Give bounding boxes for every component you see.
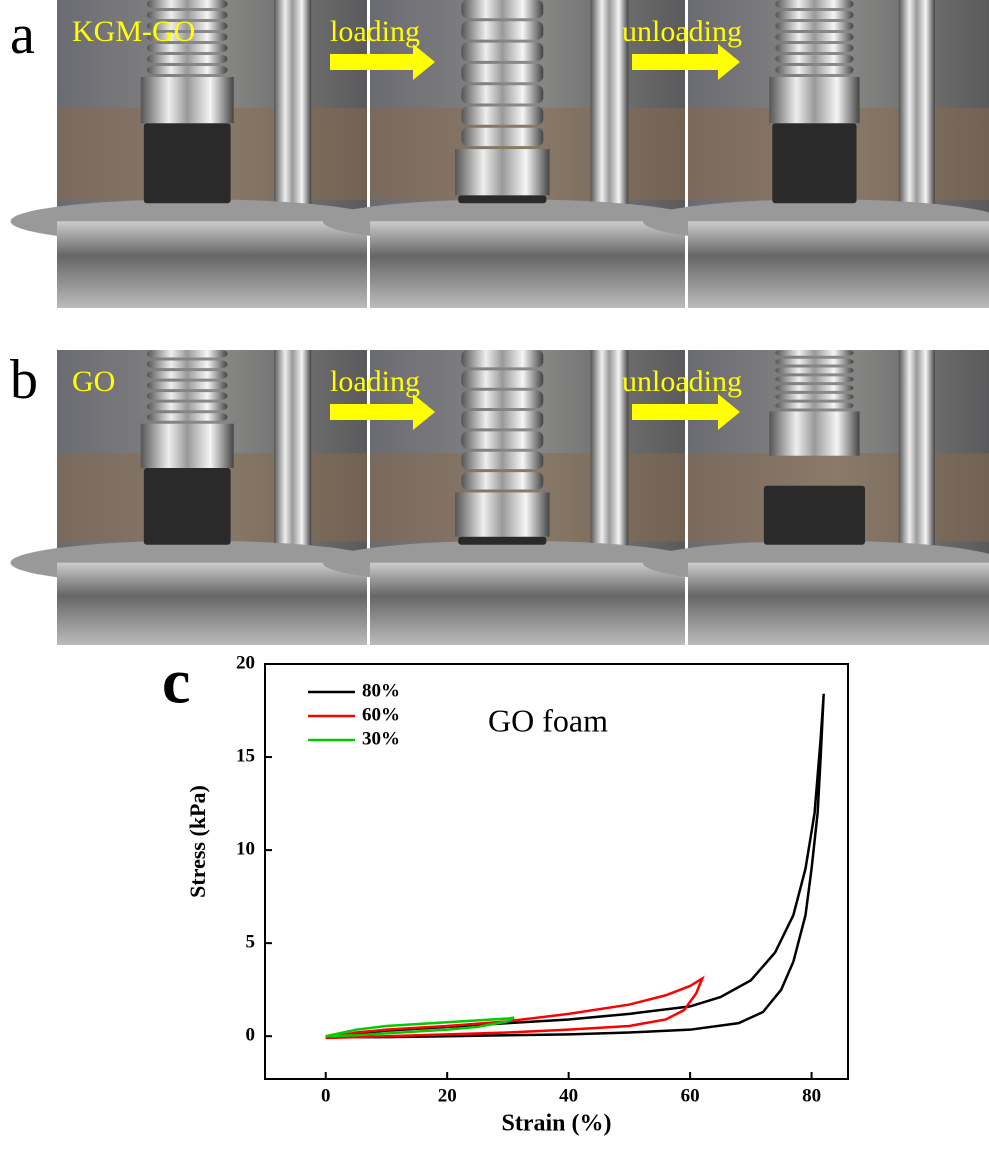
base (57, 221, 367, 308)
photo-label: GO (72, 365, 115, 398)
base (688, 563, 989, 645)
photo-label: loading (330, 365, 420, 398)
spring-ring (461, 452, 543, 469)
sample (458, 537, 546, 545)
spring-ring (775, 394, 853, 400)
spring-ring (147, 55, 228, 63)
spring-ring (461, 64, 543, 82)
spring-ring (147, 403, 228, 411)
photos: KGM-GO loading unloading GO loading unloading (11, 0, 989, 645)
spring-ring (461, 21, 543, 39)
spring-ring (775, 55, 853, 63)
spring-ring (461, 128, 543, 146)
y-tick-label: 5 (246, 932, 256, 953)
photo (11, 350, 383, 645)
photo (11, 0, 383, 308)
spring-ring (461, 370, 543, 387)
base (370, 221, 685, 308)
spring-ring (147, 361, 228, 369)
photo-label: unloading (622, 15, 742, 48)
series-line (326, 979, 703, 1039)
legend-label: 60% (362, 704, 400, 725)
spring-ring (461, 472, 543, 489)
series-line (326, 694, 824, 1037)
sample (764, 486, 865, 545)
column (274, 0, 311, 216)
panel-label: c (162, 646, 190, 717)
spring-ring (147, 350, 228, 358)
spring-ring (461, 0, 543, 18)
x-tick-label: 20 (438, 1085, 457, 1106)
spring-ring (775, 66, 853, 74)
x-axis-label: Strain (%) (502, 1111, 612, 1137)
panel-label: b (10, 349, 38, 411)
legend-label: 30% (362, 728, 400, 749)
column (899, 350, 935, 557)
spring-ring (775, 359, 853, 365)
spring-ring (147, 382, 228, 390)
photo-label: KGM-GO (72, 15, 195, 48)
sample (144, 123, 231, 203)
spring-ring (775, 350, 853, 356)
spring-ring (775, 11, 853, 19)
x-tick-label: 0 (321, 1085, 331, 1106)
photo-label: unloading (622, 365, 742, 398)
spring-ring (461, 411, 543, 428)
spring-ring (775, 385, 853, 391)
piston (769, 411, 859, 455)
spring-ring (775, 0, 853, 8)
spring-ring (461, 350, 543, 367)
photo-label: loading (330, 15, 420, 48)
spring-ring (461, 391, 543, 408)
piston (455, 149, 550, 195)
spring-ring (775, 403, 853, 409)
y-tick-label: 20 (236, 652, 255, 673)
spring-ring (775, 376, 853, 382)
spring-ring (775, 44, 853, 52)
x-tick-label: 80 (802, 1085, 821, 1106)
y-tick-label: 0 (246, 1025, 256, 1046)
spring-ring (147, 66, 228, 74)
legend-label: 80% (362, 680, 400, 701)
y-tick-label: 10 (236, 838, 255, 859)
spring-ring (147, 371, 228, 379)
spring-ring (147, 392, 228, 400)
x-tick-label: 40 (559, 1085, 578, 1106)
piston (455, 492, 550, 536)
base (688, 221, 989, 308)
sample (144, 468, 231, 545)
sample (772, 123, 856, 203)
arrow-shaft (330, 404, 415, 420)
spring-ring (775, 33, 853, 41)
spring-ring (147, 413, 228, 421)
column (274, 350, 311, 557)
arrow-shaft (632, 54, 720, 70)
piston (141, 424, 234, 468)
spring-ring (775, 22, 853, 30)
sample (458, 195, 546, 203)
spring-ring (461, 85, 543, 103)
annotation: GO foam (488, 702, 608, 738)
x-tick-label: 60 (681, 1085, 700, 1106)
piston (769, 77, 859, 123)
spring-ring (461, 106, 543, 124)
chart: 0 20 40 60 80 0 5 10 15 20 Strain (%) Stress (kPa) G… (185, 652, 848, 1136)
base (57, 563, 367, 645)
y-tick-label: 15 (236, 745, 255, 766)
panel-label: a (10, 4, 35, 66)
column (899, 0, 935, 216)
y-axis-label: Stress (kPa) (185, 785, 210, 898)
arrow-shaft (632, 404, 720, 420)
spring-ring (461, 431, 543, 448)
spring-ring (147, 0, 228, 8)
piston (141, 77, 234, 123)
spring-ring (461, 43, 543, 61)
arrow-shaft (330, 54, 415, 70)
base (370, 563, 685, 645)
spring-ring (775, 368, 853, 374)
